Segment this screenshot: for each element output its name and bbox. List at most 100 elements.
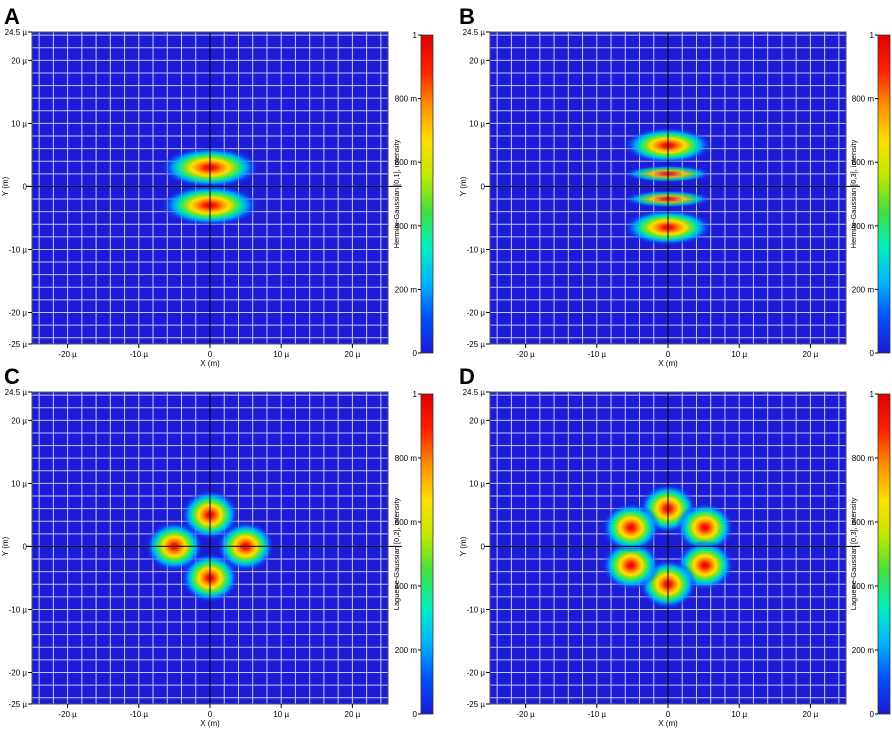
colorbar-tick-label: 200 m [852,646,875,655]
x-tick-label: -10 µ [588,710,607,719]
intensity-peak [601,540,661,591]
y-tick-label: -10 µ [467,605,486,614]
colorbar-tick-label: 600 m [395,158,418,167]
x-tick-label: 10 µ [273,350,289,359]
y-tick-label: 10 µ [469,479,485,488]
x-tick-label: 0 [208,350,213,359]
y-tick-label: 0 [23,182,28,191]
y-tick-label: 10 µ [11,479,27,488]
x-tick-label: -20 µ [58,710,77,719]
colorbar-tick-label: 0 [870,349,875,358]
x-axis-label: X (m) [200,719,220,728]
colorbar-tick-label: 800 m [852,95,875,104]
y-tick-label: 24.5 µ [463,28,486,37]
x-tick-label: 20 µ [345,710,361,719]
x-tick-label: 0 [666,710,671,719]
colorbar-label: Hermite-Gaussian [0,1], intensity [392,139,401,248]
colorbar-tick-label: 200 m [395,285,418,294]
colorbar [420,34,434,354]
colorbar-tick-label: 800 m [395,454,418,463]
x-axis-label: X (m) [658,359,678,368]
colorbar-tick-label: 800 m [852,454,875,463]
y-tick-label: -20 µ [467,308,486,317]
colorbar-tick-label: 400 m [395,582,418,591]
panel-c: C -20 µ -10 µ 0 10 µ 20 µ X (m) 24.5 µ 20 µ 10 µ 0… [1,364,434,728]
colorbar-tick-label: 600 m [852,158,875,167]
panel-d: D -20 µ -10 µ 0 10 µ 20 µ X (m) 24.5 µ 20 µ 10 µ 0… [459,364,891,728]
y-tick-label: 0 [481,182,486,191]
colorbar [877,393,891,715]
x-tick-label: -10 µ [130,710,149,719]
colorbar-tick-label: 1 [870,390,875,399]
x-tick-label: -20 µ [58,350,77,359]
panel-letter: B [459,4,475,29]
x-tick-label: 20 µ [345,350,361,359]
panel-letter: D [459,364,475,389]
y-tick-label: -10 µ [9,245,28,254]
y-tick-label: 24.5 µ [5,28,28,37]
x-tick-label: -20 µ [516,710,535,719]
y-tick-label: -25 µ [9,700,28,709]
y-tick-label: 0 [23,542,28,551]
grid [32,32,388,344]
y-axis-label: Y (m) [1,536,10,556]
x-axis-label: X (m) [200,359,220,368]
x-tick-label: 20 µ [803,710,819,719]
x-tick-label: 10 µ [731,710,747,719]
y-tick-label: 10 µ [11,119,27,128]
y-tick-label: 20 µ [11,416,27,425]
x-tick-label: -10 µ [588,350,607,359]
y-tick-label: -10 µ [467,245,486,254]
colorbar-label: Hermite-Gaussian [0,3], intensity [849,139,858,248]
y-tick-label: -25 µ [467,700,486,709]
y-tick-label: -10 µ [9,605,28,614]
intensity-lobes [601,483,735,610]
y-tick-label: -25 µ [9,340,28,349]
colorbar-tick-label: 200 m [395,646,418,655]
y-tick-label: 10 µ [469,119,485,128]
colorbar-tick-label: 0 [413,710,418,719]
y-tick-label: 20 µ [11,56,27,65]
colorbar-label: Laguerre-Gaussian [0,2], intensity [392,497,401,610]
colorbar [420,393,434,715]
colorbar-tick-label: 200 m [852,285,875,294]
colorbar-tick-label: 400 m [852,222,875,231]
colorbar-tick-label: 1 [413,390,418,399]
x-tick-label: 10 µ [731,350,747,359]
y-tick-label: -20 µ [467,668,486,677]
x-tick-label: 20 µ [803,350,819,359]
y-tick-label: -20 µ [9,308,28,317]
y-axis-label: Y (m) [1,176,10,196]
colorbar-tick-label: 0 [413,349,418,358]
x-tick-label: -20 µ [516,350,535,359]
colorbar-tick-label: 600 m [852,518,875,527]
colorbar-tick-label: 400 m [852,582,875,591]
x-tick-label: 10 µ [273,710,289,719]
panel-a: A -20 µ -10 µ 0 10 µ 20 µ X (m) 24.5 µ 20 µ 10 µ 0… [1,4,434,368]
intensity-peak [601,502,661,553]
y-axis-label: Y (m) [459,176,468,196]
y-tick-label: 24.5 µ [5,388,28,397]
x-axis-label: X (m) [658,719,678,728]
colorbar-tick-label: 0 [870,710,875,719]
colorbar-tick-label: 800 m [395,95,418,104]
colorbar [877,34,891,354]
colorbar-tick-label: 1 [870,31,875,40]
y-tick-label: 24.5 µ [463,388,486,397]
y-tick-label: 20 µ [469,56,485,65]
x-tick-label: -10 µ [130,350,149,359]
colorbar-label: Laguerre-Gaussian [0,3], intensity [849,497,858,610]
colorbar-tick-label: 400 m [395,222,418,231]
colorbar-tick-label: 600 m [395,518,418,527]
y-tick-label: 20 µ [469,416,485,425]
panel-letter: C [4,364,20,389]
panel-b: B -20 µ -10 µ 0 10 µ 20 µ X (m) 24.5 µ 20 µ 10 µ 0… [459,4,891,368]
x-tick-label: 0 [208,710,213,719]
intensity-peak [675,502,735,553]
colorbar-tick-label: 1 [413,31,418,40]
y-tick-label: -20 µ [9,668,28,677]
y-tick-label: -25 µ [467,340,486,349]
panel-letter: A [4,4,20,29]
y-axis-label: Y (m) [459,536,468,556]
